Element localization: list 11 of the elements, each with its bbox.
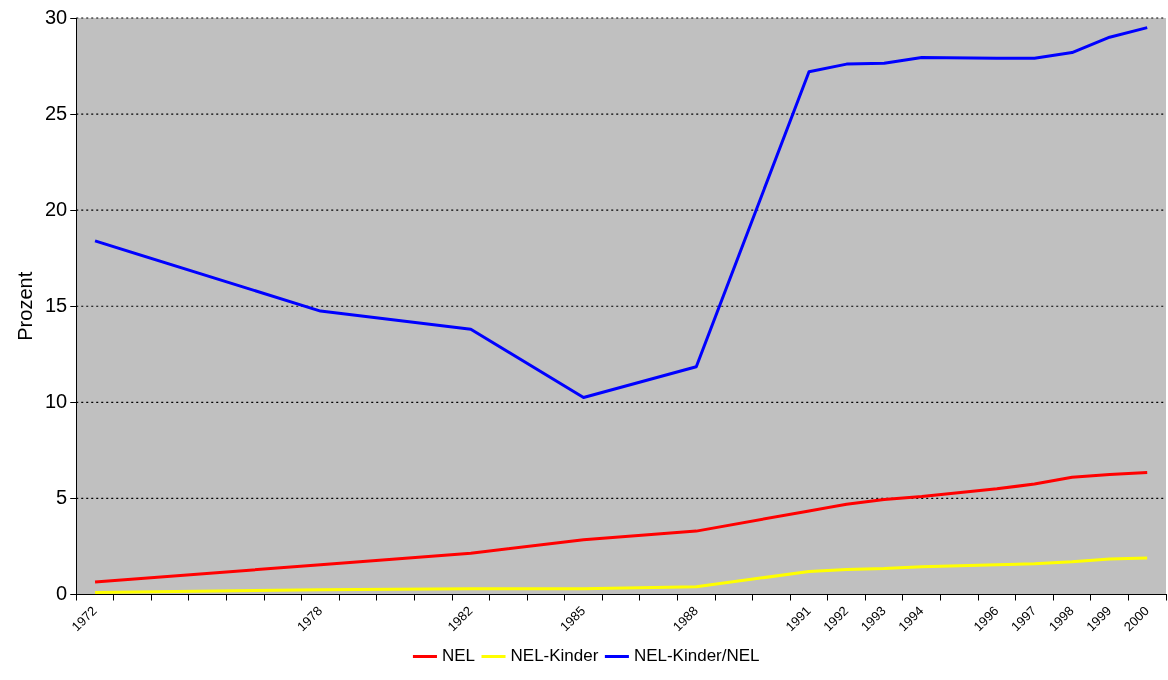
y-tick-label: 15 bbox=[45, 293, 68, 316]
y-axis-title: Prozent bbox=[13, 271, 36, 341]
y-tick-label: 20 bbox=[45, 197, 68, 220]
y-tick-label: 5 bbox=[56, 485, 68, 508]
y-tick-label: 10 bbox=[45, 389, 68, 412]
y-tick-label: 25 bbox=[45, 101, 68, 124]
legend-label: NEL-Kinder bbox=[510, 646, 599, 666]
legend-label: NEL bbox=[441, 646, 476, 666]
legend-label: NEL-Kinder/NEL bbox=[633, 646, 760, 666]
y-tick-label: 30 bbox=[45, 5, 68, 28]
y-tick-label: 0 bbox=[56, 582, 68, 605]
